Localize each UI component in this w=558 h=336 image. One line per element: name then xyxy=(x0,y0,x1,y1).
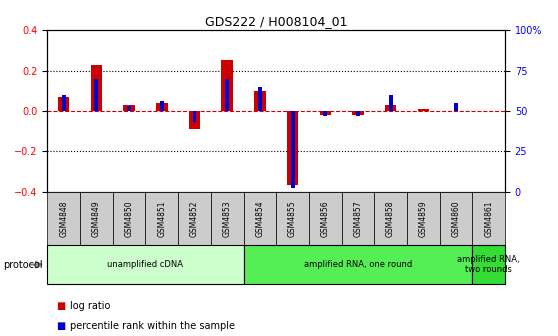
Bar xyxy=(160,101,164,111)
Bar xyxy=(356,111,360,116)
Bar xyxy=(62,95,66,111)
Bar xyxy=(225,79,229,111)
Bar xyxy=(472,245,505,284)
Text: log ratio: log ratio xyxy=(70,301,110,311)
Bar xyxy=(352,111,364,115)
Text: GSM4848: GSM4848 xyxy=(59,200,68,237)
Bar xyxy=(454,103,458,111)
Bar xyxy=(374,192,407,245)
Text: amplified RNA, one round: amplified RNA, one round xyxy=(304,260,412,269)
Title: GDS222 / H008104_01: GDS222 / H008104_01 xyxy=(205,15,348,28)
Text: GSM4853: GSM4853 xyxy=(223,200,232,237)
Bar xyxy=(222,60,233,111)
Bar xyxy=(287,111,299,185)
Text: amplified RNA,
two rounds: amplified RNA, two rounds xyxy=(458,255,520,274)
Text: GSM4858: GSM4858 xyxy=(386,200,395,237)
Bar xyxy=(320,111,331,115)
Text: GSM4851: GSM4851 xyxy=(157,200,166,237)
Bar xyxy=(47,192,80,245)
Bar xyxy=(323,111,327,116)
Bar xyxy=(127,106,131,111)
Bar xyxy=(472,192,505,245)
Bar xyxy=(291,111,295,188)
Bar xyxy=(407,192,440,245)
Bar xyxy=(309,192,341,245)
Text: ■: ■ xyxy=(56,321,65,331)
Text: unamplified cDNA: unamplified cDNA xyxy=(108,260,184,269)
Text: GSM4856: GSM4856 xyxy=(321,200,330,237)
Bar xyxy=(80,192,113,245)
Bar xyxy=(243,192,276,245)
Text: protocol: protocol xyxy=(3,260,42,269)
Text: GSM4855: GSM4855 xyxy=(288,200,297,237)
Text: ■: ■ xyxy=(56,301,65,311)
Bar xyxy=(178,192,211,245)
Bar xyxy=(146,192,178,245)
Bar xyxy=(211,192,243,245)
Text: GSM4849: GSM4849 xyxy=(92,200,101,237)
Bar xyxy=(123,105,135,111)
Bar xyxy=(113,192,146,245)
Bar xyxy=(440,192,472,245)
Bar xyxy=(193,111,196,122)
Text: GSM4861: GSM4861 xyxy=(484,200,493,237)
Bar xyxy=(276,192,309,245)
Bar xyxy=(94,79,98,111)
Bar xyxy=(341,192,374,245)
Bar xyxy=(58,97,70,111)
Text: percentile rank within the sample: percentile rank within the sample xyxy=(70,321,235,331)
Text: GSM4850: GSM4850 xyxy=(124,200,133,237)
Bar xyxy=(388,95,393,111)
Bar xyxy=(47,245,243,284)
Bar xyxy=(385,105,396,111)
Bar xyxy=(156,103,167,111)
Text: GSM4857: GSM4857 xyxy=(353,200,362,237)
Text: GSM4854: GSM4854 xyxy=(256,200,264,237)
Bar xyxy=(417,109,429,111)
Bar xyxy=(243,245,472,284)
Bar xyxy=(189,111,200,129)
Bar xyxy=(91,65,102,111)
Bar xyxy=(254,91,266,111)
Text: GSM4852: GSM4852 xyxy=(190,200,199,237)
Text: GSM4860: GSM4860 xyxy=(451,200,460,237)
Bar xyxy=(258,87,262,111)
Text: GSM4859: GSM4859 xyxy=(419,200,428,237)
